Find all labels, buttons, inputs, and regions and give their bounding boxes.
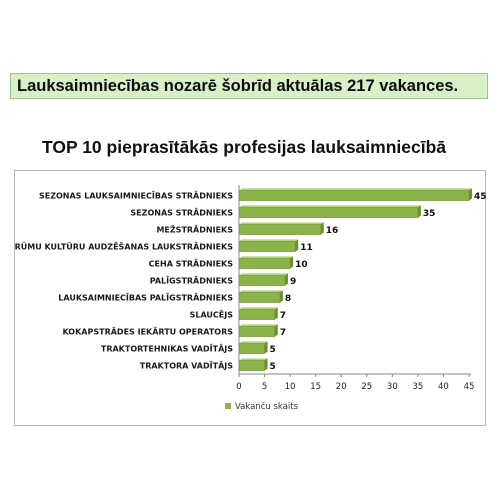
bar — [238, 343, 265, 354]
bar-side-face — [290, 256, 294, 269]
bar-side-face — [264, 341, 268, 354]
bar-side-face — [274, 324, 278, 337]
bar — [238, 360, 265, 371]
data-label: 45 — [474, 192, 487, 202]
bar-top-face — [239, 341, 268, 344]
data-label: 7 — [280, 311, 286, 321]
x-tick-label: 30 — [387, 382, 398, 392]
bar-top-face — [239, 256, 294, 259]
x-tick-label: 0 — [236, 382, 241, 392]
legend-label: Vakanču skaits — [235, 401, 299, 412]
category-label: KRŪMU KULTŪRU AUDZĒŠANAS LAUKSTRĀDNIEKS — [15, 241, 233, 252]
x-tick-label: 20 — [336, 382, 347, 392]
bar-side-face — [274, 307, 278, 320]
x-tick-label: 25 — [361, 382, 372, 392]
bar-side-face — [279, 290, 283, 303]
bar-top-face — [239, 188, 472, 191]
bar — [238, 190, 470, 201]
category-label: TRAKTORA VADĪTĀJS — [140, 361, 233, 371]
bar-side-face — [469, 188, 472, 201]
bar — [238, 241, 296, 252]
bar — [238, 224, 322, 235]
chart-title: TOP 10 pieprasītākās profesijas lauksaim… — [42, 137, 447, 157]
data-label: 11 — [300, 243, 313, 253]
data-label: 5 — [270, 345, 276, 355]
bar — [238, 292, 281, 303]
bar-top-face — [239, 307, 278, 310]
category-label: MEŽSTRĀDNIEKS — [156, 224, 233, 235]
x-tick-label: 15 — [310, 382, 321, 392]
legend-swatch — [225, 403, 231, 409]
bar — [238, 326, 276, 337]
bar — [238, 207, 419, 218]
x-tick-label: 35 — [412, 382, 423, 392]
bar-top-face — [239, 222, 324, 225]
data-label: 16 — [326, 226, 339, 236]
data-label: 8 — [285, 294, 291, 304]
bar — [238, 275, 286, 286]
x-tick-label: 45 — [464, 382, 475, 392]
bar-top-face — [239, 273, 288, 276]
x-tick-label: 5 — [262, 382, 267, 392]
category-label: CEHA STRĀDNIEKS — [149, 259, 234, 269]
category-label: SEZONAS LAUKSAIMNIECĪBAS STRĀDNIEKS — [39, 191, 233, 201]
bar-top-face — [239, 239, 299, 242]
bar-side-face — [295, 239, 299, 252]
category-label: TRAKTORTEHNIKAS VADĪTĀJS — [101, 344, 233, 354]
bar — [238, 309, 276, 320]
chart-frame: 0 5 10 15 20 25 30 35 40 45 SEZONAS LAUKSAIMNIECĪB… — [14, 170, 487, 426]
category-label: SLAUCĒJS — [190, 310, 234, 320]
bar-side-face — [285, 273, 288, 286]
data-label: 7 — [280, 328, 286, 338]
data-label: 35 — [423, 209, 436, 219]
bar-chart: 0 5 10 15 20 25 30 35 40 45 SEZONAS LAUKSAIMNIECĪB… — [15, 185, 487, 412]
bar-side-face — [264, 358, 268, 371]
category-label: KOKAPSTRĀDES IEKĀRTU OPERATORS — [62, 327, 233, 337]
bar-top-face — [239, 290, 283, 293]
category-label: PALĪGSTRĀDNIEKS — [150, 276, 234, 286]
bar-side-face — [320, 222, 324, 235]
category-label: LAUKSAIMNIECĪBAS PALĪGSTRĀDNIEKS — [58, 293, 233, 303]
x-tick-label: 10 — [285, 382, 296, 392]
bar-side-face — [417, 205, 421, 218]
data-label: 10 — [295, 260, 308, 270]
bar — [238, 258, 291, 269]
bar-top-face — [239, 358, 268, 361]
data-label: 5 — [270, 362, 276, 372]
category-label: SEZONAS STRĀDNIEKS — [130, 208, 233, 218]
data-label: 9 — [290, 277, 296, 287]
x-tick-label: 40 — [438, 382, 449, 392]
bar-top-face — [239, 324, 278, 327]
bar-top-face — [239, 205, 421, 208]
vacancy-banner: Lauksaimniecības nozarē šobrīd aktuālas … — [10, 73, 488, 99]
